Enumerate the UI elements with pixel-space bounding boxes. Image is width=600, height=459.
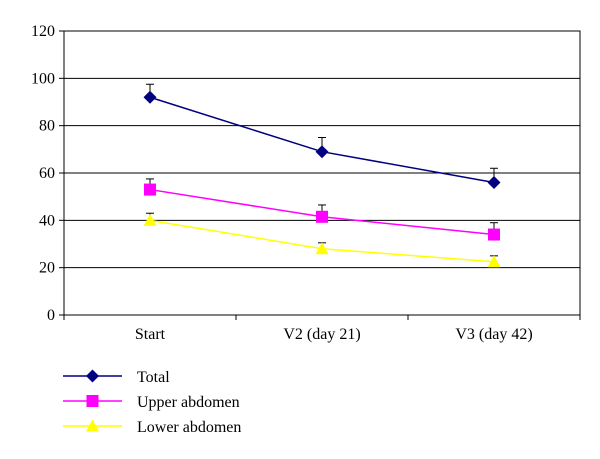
data-point-marker [315,145,329,159]
legend-label: Total [137,369,170,386]
legend-marker [86,395,99,407]
series-line [149,219,495,263]
data-point-marker [143,213,157,226]
data-point-marker [487,255,501,268]
legend-item: Lower abdomen [63,419,241,436]
data-point-marker [316,210,328,223]
data-point-marker [144,183,156,196]
data-point-marker [143,90,157,104]
x-tick-labels: Start V2 (day 21) V3 (day 42) [135,326,533,343]
x-tick-label: V2 (day 21) [283,326,360,343]
legend-item: Upper abdomen [63,394,240,411]
y-tick-label: 100 [31,70,55,87]
legend-label: Upper abdomen [137,394,240,411]
data-point-marker [488,228,500,241]
series-group [143,83,501,268]
legend-marker [86,369,99,383]
axes [59,30,581,320]
y-tick-label: 80 [39,118,55,135]
legend-label: Lower abdomen [137,419,241,436]
y-tick-label: 0 [47,307,55,324]
plot-area-frame [63,30,581,316]
y-tick-label: 40 [39,212,55,229]
y-tick-label: 20 [39,260,55,277]
series-upper-abdomen [144,178,500,241]
series-total [143,83,501,189]
legend: Total Upper abdomen Lower abdomen [63,369,241,436]
y-tick-labels: 0 20 40 60 80 100 120 [31,23,55,324]
legend-item: Total [63,369,170,386]
series-lower-abdomen [143,212,501,268]
data-point-marker [315,242,329,255]
x-tick-label: Start [135,326,166,343]
y-tick-label: 60 [39,165,55,182]
legend-marker [86,419,99,432]
data-point-marker [487,175,501,189]
y-tick-label: 120 [31,23,55,40]
x-tick-label: V3 (day 42) [455,326,532,343]
